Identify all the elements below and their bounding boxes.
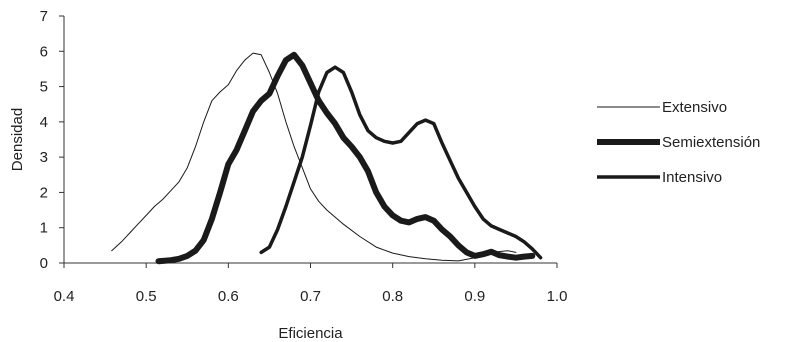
x-tick-label: 0.8 [382, 288, 403, 305]
legend-label-semiextension: Semiextensión [662, 134, 760, 151]
series-layer [111, 51, 543, 265]
x-tick-label: 0.6 [218, 288, 239, 305]
y-axis-title: Densidad [9, 108, 26, 171]
series-line-semiextension [155, 51, 536, 265]
y-tick-label: 2 [40, 184, 48, 201]
x-axis-title: Eficiencia [278, 325, 343, 342]
x-axis-ticks: 0.4 0.5 0.6 0.7 0.8 0.9 1.0 [54, 263, 568, 305]
y-tick-label: 1 [40, 220, 48, 237]
y-tick-label: 5 [40, 79, 48, 96]
series-line-extensivo [111, 52, 517, 262]
x-tick-label: 0.9 [464, 288, 485, 305]
y-tick-label: 4 [40, 114, 48, 131]
y-axis-ticks: 0 1 2 3 4 5 6 7 [40, 8, 64, 272]
series-line-intensivo [259, 65, 543, 260]
plot-area: 0.4 0.5 0.6 0.7 0.8 0.9 1.0 0 1 2 3 4 5 6 7 [40, 8, 568, 305]
y-tick-label: 6 [40, 43, 48, 60]
legend-label-extensivo: Extensivo [662, 99, 727, 116]
x-tick-label: 0.5 [136, 288, 157, 305]
y-tick-label: 0 [40, 255, 48, 272]
y-tick-label: 3 [40, 149, 48, 166]
x-tick-label: 0.7 [300, 288, 321, 305]
x-tick-label: 1.0 [547, 288, 568, 305]
legend-label-intensivo: Intensivo [662, 169, 722, 186]
y-tick-label: 7 [40, 8, 48, 25]
legend: Extensivo Semiextensión Intensivo [597, 99, 760, 186]
x-tick-label: 0.4 [54, 288, 75, 305]
